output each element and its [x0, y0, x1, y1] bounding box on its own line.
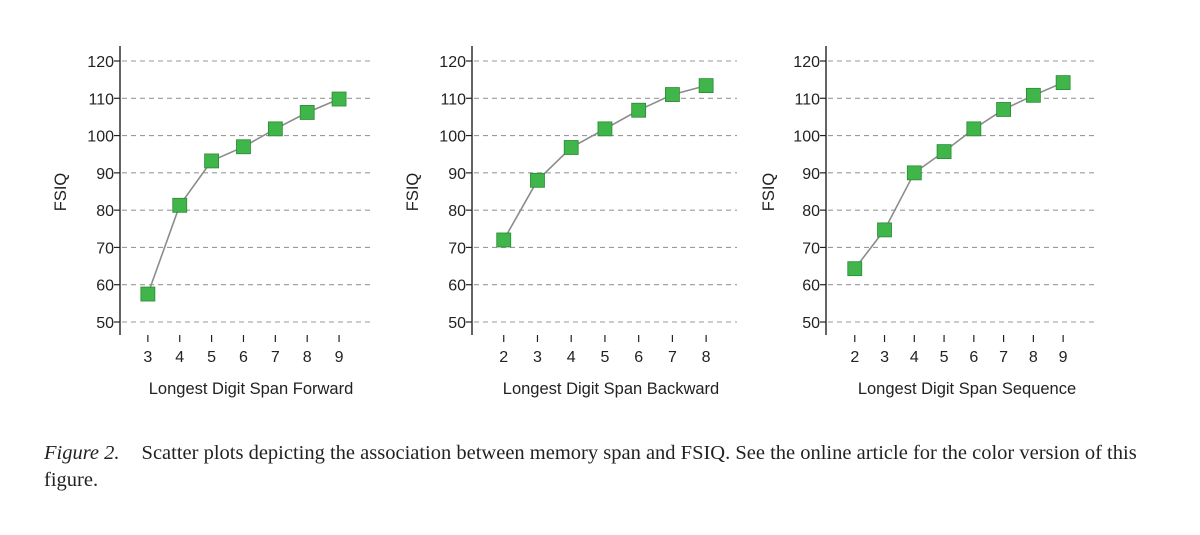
data-point — [236, 139, 251, 155]
series-line — [854, 81, 1064, 270]
y-tick-label: 70 — [448, 240, 466, 257]
x-tick-label: 3 — [880, 349, 889, 366]
chart-panel-1: 50 60 70 80 90 100 110 120 3 4 5 6 7 8 9 Longest Digit … — [52, 46, 372, 398]
data-point — [996, 102, 1012, 117]
y-tick-label: 70 — [96, 240, 114, 257]
y-tick-label: 80 — [448, 203, 466, 220]
x-tick-label: 7 — [668, 349, 677, 366]
x-tick-label: 4 — [910, 349, 919, 366]
y-tick-label: 80 — [96, 203, 114, 220]
y-tick-label: 110 — [440, 91, 466, 108]
data-point — [563, 140, 579, 155]
x-tick-label: 5 — [940, 349, 949, 366]
x-tick-label: 3 — [143, 349, 152, 366]
x-tick-label: 9 — [335, 349, 344, 366]
x-tick-label: 5 — [600, 349, 609, 366]
x-tick-label: 2 — [499, 349, 508, 366]
x-tick-label: 8 — [303, 349, 312, 366]
y-tick-label: 100 — [439, 129, 466, 146]
y-tick-label: 90 — [802, 166, 820, 183]
data-point — [530, 172, 545, 188]
chart-panel-2: 50 60 70 80 90 100 110 120 2 3 4 5 6 7 8 Longest Digit … — [404, 46, 737, 398]
data-point — [665, 87, 680, 102]
y-tick-label: 60 — [802, 278, 820, 295]
y-tick-label: 120 — [439, 54, 466, 71]
data-point — [331, 91, 347, 107]
y-tick-label: 50 — [802, 315, 820, 332]
caption-text: Scatter plots depicting the association … — [44, 442, 1137, 491]
data-point — [597, 121, 613, 137]
y-tick-label: 80 — [802, 203, 820, 220]
y-tick-label: 120 — [793, 54, 820, 71]
data-point — [966, 121, 982, 137]
series-line — [147, 98, 340, 295]
y-tick-label: 110 — [794, 91, 820, 108]
data-point — [698, 78, 714, 94]
figure-caption: Figure 2. Scatter plots depicting the ass… — [44, 440, 1154, 494]
data-point — [1025, 87, 1041, 103]
data-point — [906, 165, 922, 181]
y-tick-label: 50 — [96, 315, 114, 332]
y-tick-label: 50 — [448, 315, 466, 332]
y-tick-label: 90 — [448, 166, 466, 183]
x-tick-label: 4 — [567, 349, 576, 366]
chart-panel-3: 50 60 70 80 90 100 110 120 2 3 4 5 6 7 8 9 Longest Digit… — [760, 46, 1095, 398]
x-tick-label: 4 — [175, 349, 184, 366]
x-tick-label: 7 — [271, 349, 280, 366]
x-tick-label: 8 — [1029, 349, 1038, 366]
figure-label: Figure 2. — [44, 442, 120, 464]
data-point — [299, 105, 315, 120]
data-point — [140, 286, 156, 302]
y-axis-label: FSIQ — [760, 173, 778, 212]
y-tick-label: 110 — [88, 91, 114, 108]
y-tick-label: 120 — [87, 54, 114, 71]
x-tick-label: 8 — [702, 349, 711, 366]
data-point — [936, 144, 952, 160]
y-tick-label: 100 — [793, 129, 820, 146]
y-tick-label: 70 — [802, 240, 820, 257]
x-axis-label: Longest Digit Span Backward — [503, 380, 719, 398]
data-point — [877, 222, 892, 238]
charts-area: 50 60 70 80 90 100 110 120 3 4 5 6 7 8 9 Longest Digit … — [52, 46, 1095, 398]
x-tick-label: 6 — [239, 349, 248, 366]
x-tick-label: 6 — [969, 349, 978, 366]
x-tick-label: 9 — [1059, 349, 1068, 366]
data-point — [204, 153, 220, 169]
y-tick-label: 60 — [96, 278, 114, 295]
x-tick-label: 6 — [634, 349, 643, 366]
series-line — [503, 84, 707, 241]
x-tick-label: 2 — [850, 349, 859, 366]
y-tick-label: 60 — [448, 278, 466, 295]
x-tick-label: 3 — [533, 349, 542, 366]
x-axis-label: Longest Digit Span Sequence — [858, 380, 1076, 398]
y-tick-label: 100 — [87, 129, 114, 146]
data-point — [1055, 75, 1071, 91]
x-axis-label: Longest Digit Span Forward — [149, 380, 354, 398]
y-axis-label: FSIQ — [52, 173, 70, 212]
y-tick-label: 90 — [96, 166, 114, 183]
data-point — [172, 197, 188, 213]
data-point — [847, 261, 863, 277]
data-point — [267, 121, 283, 137]
y-axis-label: FSIQ — [404, 173, 422, 212]
data-point — [496, 232, 512, 248]
data-point — [631, 102, 647, 118]
x-tick-label: 5 — [207, 349, 216, 366]
x-tick-label: 7 — [999, 349, 1008, 366]
